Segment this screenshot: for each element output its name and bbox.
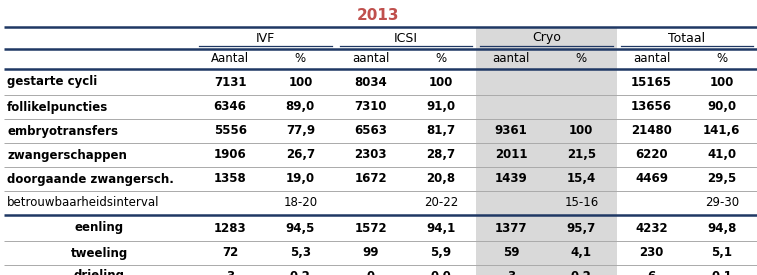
Text: 100: 100 [569,125,593,138]
Text: aantal: aantal [493,53,530,65]
Text: 1906: 1906 [213,148,247,161]
Text: zwangerschappen: zwangerschappen [7,148,127,161]
Text: 81,7: 81,7 [426,125,456,138]
Text: 94,5: 94,5 [285,221,315,235]
Text: Totaal: Totaal [668,32,706,45]
Text: 6563: 6563 [354,125,387,138]
Text: 21480: 21480 [631,125,672,138]
Text: %: % [576,53,587,65]
Text: 5,1: 5,1 [712,246,732,260]
Text: 1672: 1672 [354,172,387,186]
Text: 6220: 6220 [635,148,668,161]
Text: 26,7: 26,7 [286,148,315,161]
Text: 21,5: 21,5 [567,148,596,161]
Text: 6: 6 [647,270,656,275]
Text: 91,0: 91,0 [426,100,456,114]
Text: 15165: 15165 [631,76,672,89]
Text: 100: 100 [710,76,734,89]
Text: 29,5: 29,5 [707,172,737,186]
Text: tweeling: tweeling [71,246,128,260]
Text: 90,0: 90,0 [707,100,737,114]
Text: 94,8: 94,8 [707,221,737,235]
Text: gestarte cycli: gestarte cycli [7,76,97,89]
Text: 0,2: 0,2 [290,270,311,275]
Text: 15-16: 15-16 [564,197,599,210]
Text: 6346: 6346 [213,100,247,114]
Text: 77,9: 77,9 [286,125,315,138]
Text: 100: 100 [288,76,313,89]
Bar [476,27,616,275]
Text: 7310: 7310 [354,100,387,114]
Text: 1572: 1572 [354,221,387,235]
Text: 7131: 7131 [214,76,246,89]
Text: 1358: 1358 [213,172,247,186]
Text: 20,8: 20,8 [426,172,456,186]
Text: aantal: aantal [352,53,389,65]
Text: 4,1: 4,1 [571,246,592,260]
Text: 19,0: 19,0 [286,172,315,186]
Text: 3: 3 [507,270,516,275]
Text: 8034: 8034 [354,76,387,89]
Text: 230: 230 [640,246,664,260]
Text: 2011: 2011 [495,148,528,161]
Text: 9361: 9361 [495,125,528,138]
Text: ICSI: ICSI [394,32,418,45]
Text: 100: 100 [428,76,453,89]
Text: 5556: 5556 [213,125,247,138]
Text: 0,0: 0,0 [431,270,451,275]
Text: follikelpuncties: follikelpuncties [7,100,108,114]
Text: 141,6: 141,6 [703,125,740,138]
Text: doorgaande zwangersch.: doorgaande zwangersch. [7,172,174,186]
Text: 15,4: 15,4 [567,172,596,186]
Text: 99: 99 [363,246,378,260]
Text: betrouwbaarheidsinterval: betrouwbaarheidsinterval [7,197,160,210]
Text: 5,9: 5,9 [430,246,451,260]
Text: 1439: 1439 [495,172,528,186]
Text: 0,2: 0,2 [571,270,592,275]
Text: 95,7: 95,7 [567,221,596,235]
Text: 5,3: 5,3 [290,246,311,260]
Text: %: % [716,53,727,65]
Text: %: % [435,53,447,65]
Text: 59: 59 [503,246,519,260]
Text: Cryo: Cryo [532,32,561,45]
Text: IVF: IVF [256,32,275,45]
Text: 13656: 13656 [631,100,672,114]
Text: 29-30: 29-30 [705,197,739,210]
Text: 1377: 1377 [495,221,528,235]
Text: 0: 0 [366,270,375,275]
Text: eenling: eenling [75,221,124,235]
Text: aantal: aantal [633,53,670,65]
Text: Aantal: Aantal [211,53,249,65]
Text: 4232: 4232 [635,221,668,235]
Text: 2013: 2013 [357,7,400,23]
Text: 41,0: 41,0 [707,148,737,161]
Text: 28,7: 28,7 [426,148,456,161]
Text: 0,1: 0,1 [712,270,732,275]
Text: 4469: 4469 [635,172,668,186]
Text: %: % [294,53,306,65]
Text: drieling: drieling [74,270,125,275]
Text: 94,1: 94,1 [426,221,456,235]
Text: 18-20: 18-20 [283,197,317,210]
Text: 20-22: 20-22 [424,197,458,210]
Text: 3: 3 [226,270,234,275]
Text: 1283: 1283 [213,221,247,235]
Text: 89,0: 89,0 [285,100,315,114]
Text: 72: 72 [222,246,238,260]
Text: embryotransfers: embryotransfers [7,125,118,138]
Text: 2303: 2303 [354,148,387,161]
